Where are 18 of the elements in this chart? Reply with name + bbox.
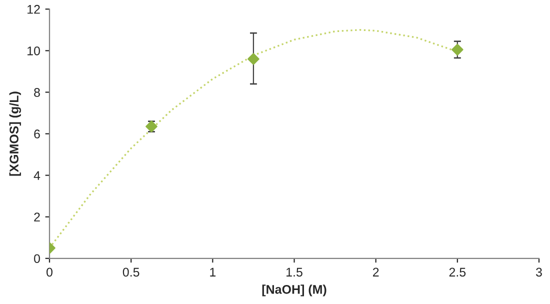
- y-tick-label: 10: [28, 46, 40, 56]
- y-tick-label: 8: [34, 88, 40, 97]
- y-axis-title: [XGMOS] (g/L): [9, 92, 22, 176]
- y-tick-label: 0: [34, 254, 40, 264]
- x-tick-label: 1: [210, 268, 216, 276]
- x-tick-label: 2: [372, 268, 379, 276]
- x-axis-title: [NaOH] (M): [262, 284, 326, 296]
- x-tick-label: 0: [46, 268, 52, 277]
- y-tick-label: 6: [34, 130, 40, 138]
- y-tick-label: 4: [34, 171, 40, 180]
- point: [248, 53, 260, 65]
- x-tick-label: 0.5: [122, 268, 140, 277]
- y-tick-label: 2: [34, 212, 40, 222]
- x-tick-label: 1.5: [286, 268, 302, 277]
- y-tick-label: 12: [28, 4, 40, 14]
- x-tick-label: 2.5: [449, 268, 466, 277]
- point: [452, 44, 464, 56]
- x-tick-label: 3: [536, 268, 542, 277]
